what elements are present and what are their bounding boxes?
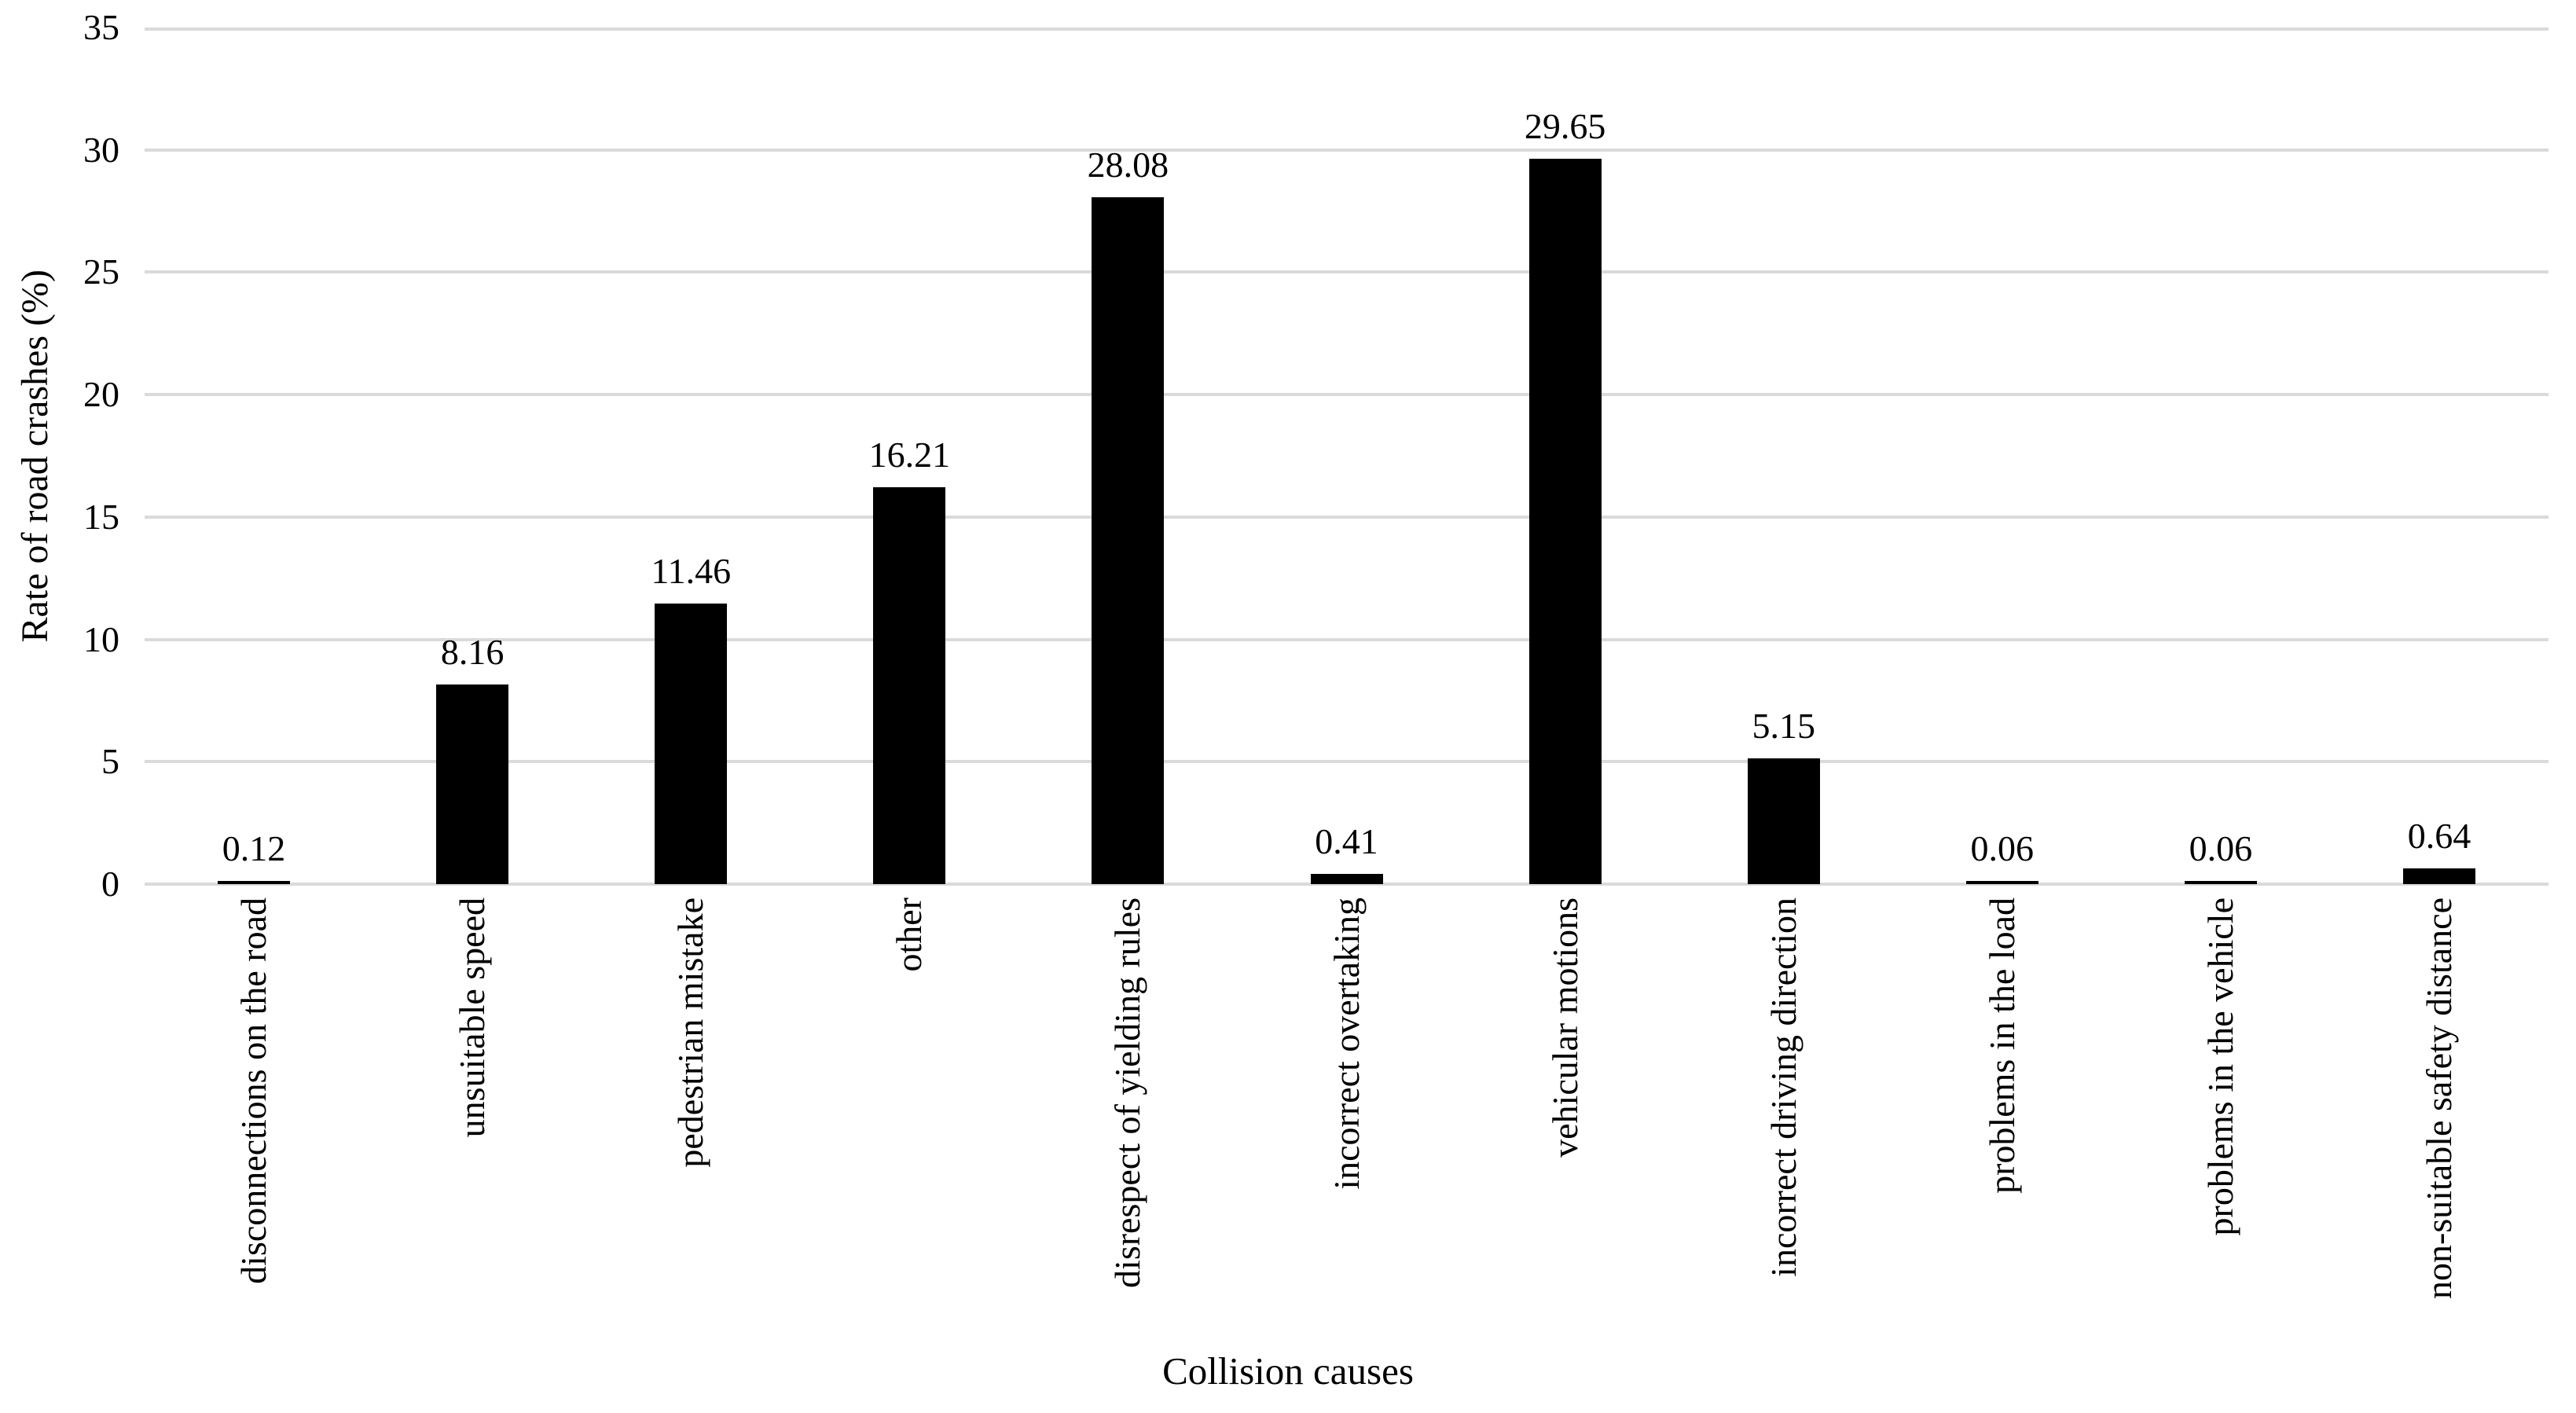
plot-area: 0.12 8.16 11.46 16.21 28.08 0.41 29.65 5.15 0.06…: [145, 28, 2548, 886]
bar-slot: 0.64: [2330, 28, 2548, 884]
bar: [1747, 758, 1820, 884]
bar: [1092, 196, 1165, 884]
category-cell: problems in the load: [1893, 897, 2112, 1342]
gridline: [145, 760, 2548, 764]
y-tick-label: 5: [101, 741, 119, 782]
y-tick-label: 20: [83, 374, 119, 415]
category-label: problems in the vehicle: [2200, 897, 2240, 1236]
category-cell: disrespect of yielding rules: [1018, 897, 1237, 1342]
y-tick-label: 0: [101, 864, 119, 904]
y-tick-label: 35: [83, 7, 119, 47]
category-cell: non-suitable safety distance: [2330, 897, 2548, 1342]
bar-value-label: 8.16: [440, 631, 505, 672]
bar-slot: 0.06: [2112, 28, 2330, 884]
bar: [436, 684, 509, 884]
bar-value-label: 28.08: [1087, 144, 1169, 185]
bar: [2402, 868, 2475, 884]
category-label: non-suitable safety distance: [2418, 897, 2459, 1299]
bar: [873, 487, 946, 884]
bar-slot: 11.46: [582, 28, 800, 884]
category-label: pedestrian mistake: [670, 897, 711, 1168]
bar: [1310, 874, 1383, 884]
bar: [1965, 881, 2038, 884]
gridline: [145, 28, 2548, 31]
bar-value-label: 0.06: [2189, 828, 2253, 868]
bar: [2184, 881, 2257, 884]
category-label: incorrect overtaking: [1326, 897, 1367, 1190]
bar: [655, 604, 728, 884]
bar-value-label: 16.21: [868, 435, 951, 475]
gridline: [145, 883, 2548, 886]
bar-slot: 28.08: [1018, 28, 1237, 884]
y-tick-label: 30: [83, 129, 119, 170]
gridline: [145, 270, 2548, 274]
category-label: disrespect of yielding rules: [1107, 897, 1148, 1288]
bar-value-label: 0.64: [2407, 816, 2471, 857]
category-cell: vehicular motions: [1456, 897, 1675, 1342]
category-label: incorrect driving direction: [1763, 897, 1804, 1277]
y-tick-label: 10: [83, 618, 119, 659]
bar-slot: 0.06: [1893, 28, 2112, 884]
gridline: [145, 637, 2548, 641]
bar-slot: 5.15: [1675, 28, 1893, 884]
bar-value-label: 5.15: [1752, 705, 1815, 746]
category-cell: incorrect driving direction: [1675, 897, 1893, 1342]
category-cell: problems in the vehicle: [2112, 897, 2330, 1342]
y-tick-label: 15: [83, 496, 119, 537]
bar-slot: 16.21: [800, 28, 1018, 884]
bar-value-label: 0.12: [222, 828, 286, 868]
category-label: disconnections on the road: [233, 897, 274, 1284]
x-axis-title: Collision causes: [1162, 1349, 1414, 1393]
gridline: [145, 515, 2548, 519]
bar: [218, 881, 291, 884]
bar-slot: 0.41: [1237, 28, 1455, 884]
category-cell: other: [800, 897, 1018, 1342]
bar-value-label: 0.06: [1970, 828, 2035, 868]
bar-slot: 0.12: [145, 28, 363, 884]
gridline: [145, 393, 2548, 397]
category-cell: incorrect overtaking: [1237, 897, 1455, 1342]
bar-value-label: 11.46: [651, 551, 732, 592]
y-tick-label: 25: [83, 251, 119, 292]
category-label: vehicular motions: [1544, 897, 1585, 1158]
category-cell: disconnections on the road: [145, 897, 363, 1342]
y-axis-tick-labels: 0 5 10 15 20 25 30 35: [0, 7, 119, 904]
bar-slot: 29.65: [1456, 28, 1675, 884]
gridline: [145, 148, 2548, 152]
bars-row: 0.12 8.16 11.46 16.21 28.08 0.41 29.65 5.15 0.06…: [145, 28, 2548, 884]
bar-value-label: 0.41: [1315, 821, 1378, 862]
bar-slot: 8.16: [363, 28, 582, 884]
category-label: other: [889, 897, 930, 972]
category-label: problems in the load: [1981, 897, 2022, 1194]
category-cell: unsuitable speed: [363, 897, 582, 1342]
category-cell: pedestrian mistake: [582, 897, 800, 1342]
category-label: unsuitable speed: [452, 897, 493, 1138]
category-labels-row: disconnections on the road unsuitable spe…: [145, 897, 2548, 1342]
bar: [1528, 158, 1602, 884]
bar-value-label: 29.65: [1524, 105, 1606, 146]
